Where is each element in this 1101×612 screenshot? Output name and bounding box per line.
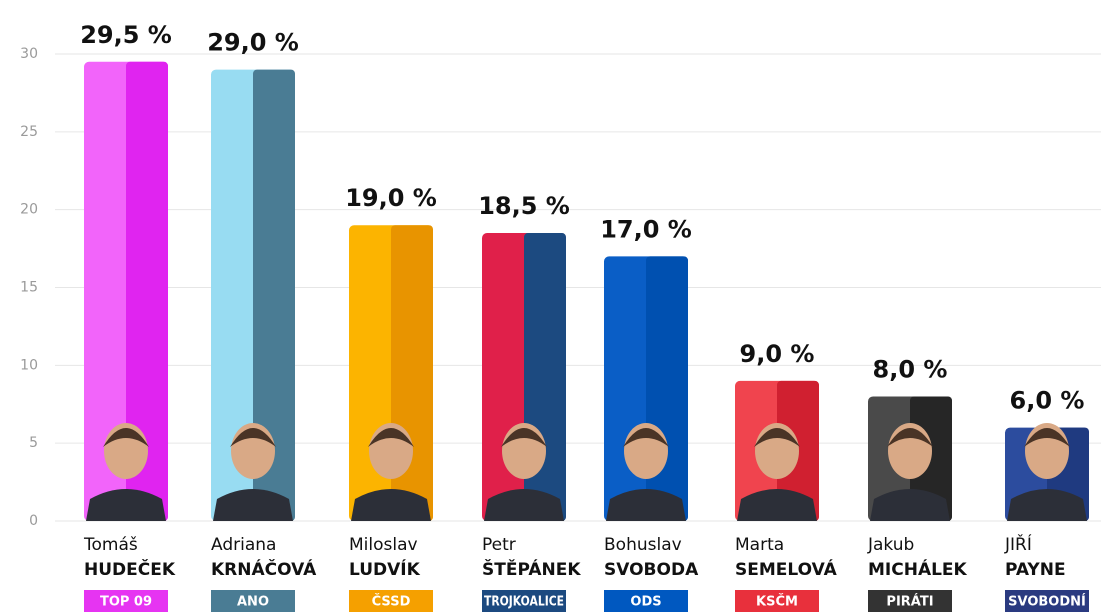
value-label: 19,0 % [345, 184, 437, 212]
last-name: SVOBODA [604, 560, 699, 580]
y-tick-label: 20 [20, 202, 38, 218]
party-label: KSČM [756, 594, 798, 610]
last-name: LUDVÍK [349, 558, 421, 580]
party-label: TOP 09 [100, 595, 152, 610]
last-name: MICHÁLEK [868, 558, 968, 580]
bar-shade-edge [646, 262, 652, 521]
last-name: PAYNE [1005, 560, 1066, 580]
y-tick-label: 30 [20, 46, 38, 62]
last-name: SEMELOVÁ [735, 558, 838, 580]
value-label: 9,0 % [740, 340, 815, 368]
value-label: 6,0 % [1010, 387, 1085, 415]
value-label: 29,5 % [80, 21, 172, 49]
last-name: KRNÁČOVÁ [211, 558, 317, 580]
party-label: SVOBODNÍ [1008, 594, 1086, 610]
y-tick-label: 0 [29, 513, 38, 529]
value-label: 18,5 % [478, 192, 570, 220]
first-name: Jakub [867, 535, 914, 555]
first-name: Miloslav [349, 535, 418, 555]
value-label: 29,0 % [207, 29, 299, 57]
first-name: Tomáš [83, 535, 138, 555]
first-name: Petr [482, 535, 516, 555]
first-name: Marta [735, 535, 784, 555]
first-name: Bohuslav [604, 535, 682, 555]
party-label: ANO [237, 595, 269, 610]
value-label: 8,0 % [873, 355, 948, 383]
first-name: Adriana [211, 535, 276, 555]
value-label: 17,0 % [600, 215, 692, 243]
party-label: PIRÁTI [886, 594, 933, 610]
y-tick-label: 10 [20, 357, 38, 373]
y-tick-label: 15 [20, 280, 38, 296]
y-tick-label: 5 [29, 435, 38, 451]
first-name: JIŘÍ [1004, 533, 1032, 555]
party-label: ČSSD [372, 594, 411, 610]
party-label: TROJKOALICE [484, 595, 564, 610]
chart: 0 5 10 15 20 25 30 29,5 % Tomáš HUDEČEK TOP 09 29,0… [0, 0, 1101, 612]
party-label: ODS [630, 595, 661, 610]
last-name: ŠTĚPÁNEK [482, 558, 581, 580]
y-tick-label: 25 [20, 124, 38, 140]
last-name: HUDEČEK [84, 558, 176, 580]
bar-shade [646, 256, 688, 521]
